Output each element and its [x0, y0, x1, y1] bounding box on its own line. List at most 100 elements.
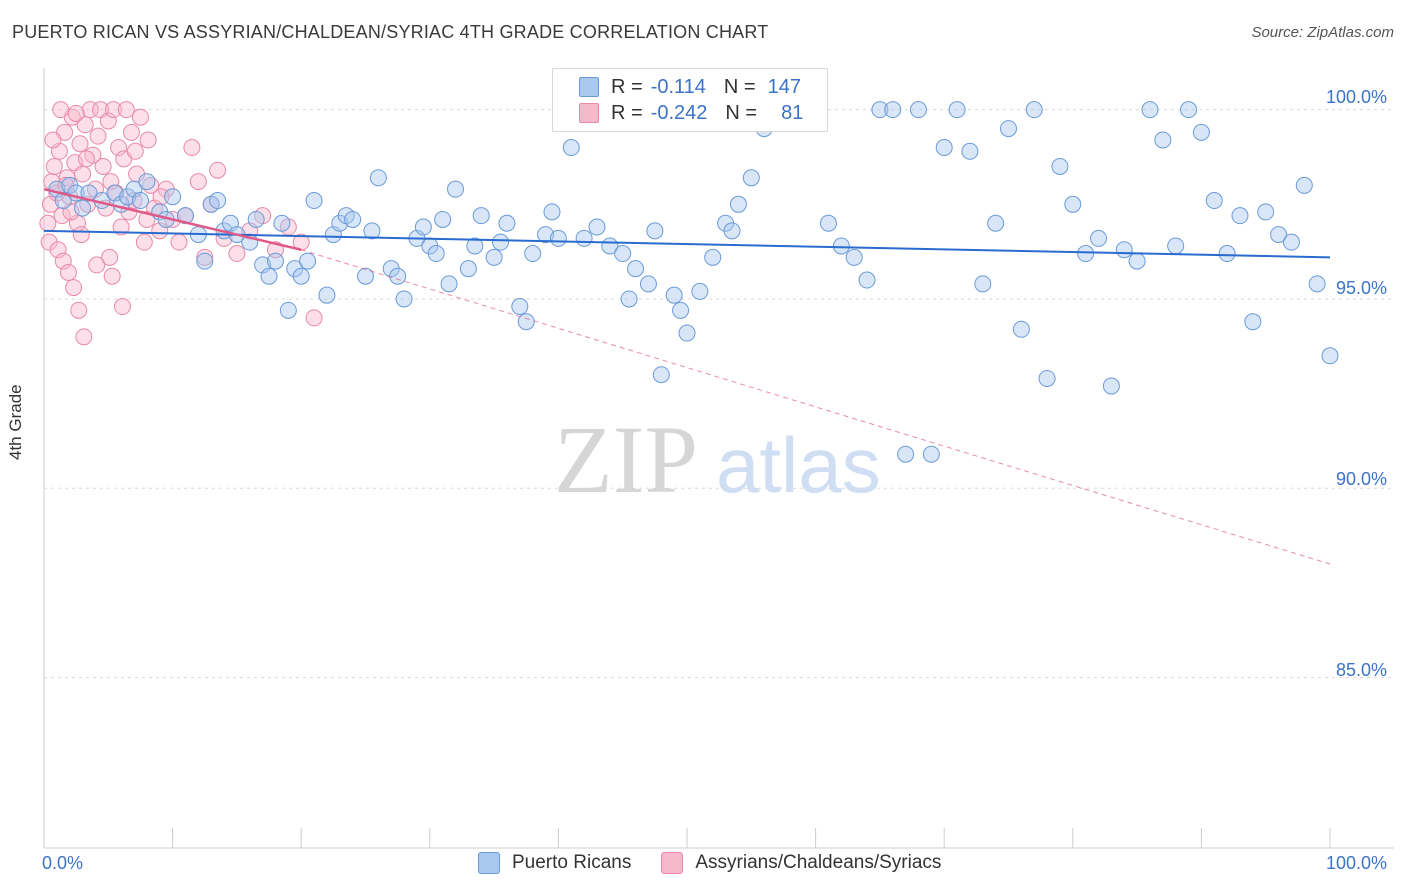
legend-item-label: Puerto Ricans	[512, 852, 632, 873]
data-point	[126, 142, 144, 160]
data-point	[1012, 320, 1030, 338]
legend-r-value: -0.114	[650, 75, 706, 98]
data-point	[845, 248, 863, 266]
trend-line-assyrians	[43, 187, 302, 251]
data-point	[65, 279, 83, 297]
data-point	[209, 192, 227, 210]
data-point	[196, 252, 214, 270]
data-point	[1102, 377, 1120, 395]
data-point	[1308, 275, 1326, 293]
data-point	[434, 210, 452, 228]
series-legend: Puerto Ricans Assyrians/Chaldeans/Syriac…	[478, 852, 971, 874]
data-point	[1077, 245, 1095, 263]
data-point	[1282, 233, 1300, 251]
data-point	[639, 275, 657, 293]
data-point	[102, 173, 120, 191]
data-point	[427, 245, 445, 263]
data-point	[103, 267, 121, 285]
data-point	[948, 101, 966, 119]
data-point	[389, 267, 407, 285]
data-point	[466, 237, 484, 255]
data-point	[935, 139, 953, 157]
data-point	[170, 233, 188, 251]
legend-swatch-assyrians	[579, 103, 599, 123]
data-point	[94, 157, 112, 175]
data-point	[1231, 207, 1249, 225]
data-point	[440, 275, 458, 293]
data-point	[260, 267, 278, 285]
data-point	[1218, 245, 1236, 263]
data-point	[652, 366, 670, 384]
data-point	[1115, 241, 1133, 259]
legend-item-label: Assyrians/Chaldeans/Syriacs	[695, 852, 942, 873]
axes	[43, 68, 1394, 849]
data-point	[1321, 347, 1339, 365]
legend-row-assyrians: R = -0.242 N = 81	[553, 100, 803, 126]
data-point	[81, 101, 99, 119]
data-point	[832, 237, 850, 255]
data-point	[562, 139, 580, 157]
data-point	[414, 218, 432, 236]
data-point	[884, 101, 902, 119]
data-point	[44, 131, 62, 149]
data-point	[1000, 120, 1017, 138]
data-point	[189, 173, 207, 191]
data-point	[459, 260, 477, 278]
data-point	[76, 116, 94, 134]
data-point	[665, 286, 683, 304]
data-point	[1038, 369, 1056, 387]
data-point	[135, 233, 153, 251]
legend-item-puerto-ricans[interactable]: Puerto Ricans	[478, 852, 631, 874]
data-point	[101, 248, 119, 266]
data-point	[742, 169, 760, 187]
data-point	[485, 248, 503, 266]
data-point	[209, 161, 227, 179]
data-point	[299, 252, 317, 270]
y-tick-label-95: 95.0%	[1336, 278, 1388, 298]
data-point	[395, 290, 413, 308]
data-point	[344, 210, 362, 228]
data-point	[104, 101, 122, 119]
data-point	[39, 214, 57, 232]
legend-swatch-puerto-ricans	[579, 77, 599, 97]
data-point	[52, 101, 70, 119]
data-point	[279, 301, 297, 319]
data-point	[537, 226, 555, 244]
data-point	[305, 309, 323, 327]
data-point	[49, 241, 67, 259]
data-point	[1192, 123, 1210, 141]
data-point	[139, 131, 157, 149]
y-axis-label: 4th Grade	[6, 384, 25, 460]
data-point	[318, 286, 336, 304]
data-point	[620, 290, 638, 308]
legend-r-label: R =	[611, 75, 643, 98]
data-point	[357, 267, 374, 285]
data-point	[1141, 101, 1159, 119]
data-point	[627, 260, 645, 278]
data-point	[672, 301, 690, 319]
data-point	[59, 263, 77, 281]
data-point	[75, 328, 93, 346]
data-point	[1154, 131, 1172, 149]
series-puerto-ricans-points	[48, 101, 1339, 463]
y-tick-label-90: 90.0%	[1336, 469, 1388, 489]
data-point	[77, 150, 95, 168]
legend-n-label: N =	[725, 101, 758, 124]
series-assyrians-points	[39, 101, 323, 346]
data-point	[729, 195, 747, 213]
data-point	[1205, 192, 1223, 210]
gridlines	[44, 109, 1394, 679]
x-max-label: 100.0%	[1326, 853, 1388, 873]
correlation-legend: R = -0.114 N = 147 R = -0.242 N = 81	[552, 68, 828, 132]
data-point	[99, 112, 117, 130]
data-point	[131, 108, 149, 126]
legend-item-assyrians[interactable]: Assyrians/Chaldeans/Syriacs	[661, 852, 941, 874]
data-point	[987, 214, 1005, 232]
data-point	[498, 214, 516, 232]
data-point	[691, 282, 709, 300]
data-point	[183, 139, 201, 157]
data-point	[138, 173, 156, 191]
data-point	[447, 180, 465, 198]
data-point	[723, 222, 741, 240]
